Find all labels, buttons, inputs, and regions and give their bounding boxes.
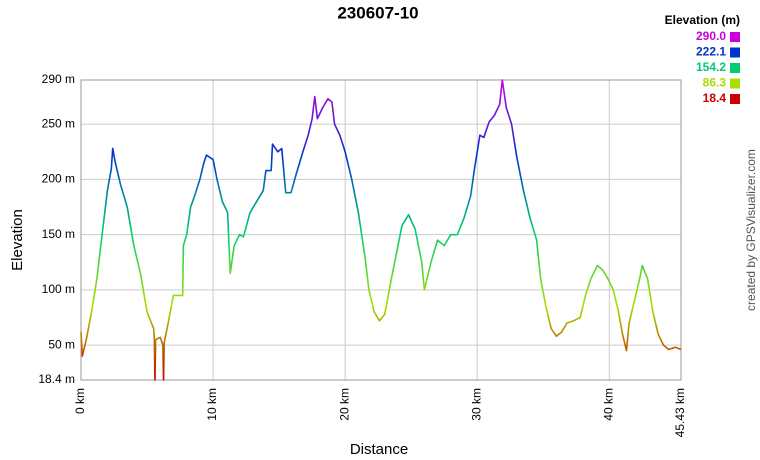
legend-swatch <box>730 47 740 58</box>
y-tick-label: 200 m <box>42 172 75 186</box>
plot-frame <box>80 79 682 381</box>
x-axis-label: Distance <box>350 441 408 458</box>
x-tick-label: 20 km <box>337 388 351 421</box>
legend-title: Elevation (m) <box>665 13 740 27</box>
x-tick-label: 45.43 km <box>673 388 687 437</box>
y-tick-label: 50 m <box>48 337 75 351</box>
legend-label: 290.0 <box>696 29 726 43</box>
y-tick-label: 290 m <box>42 72 75 86</box>
legend-swatch <box>730 32 740 42</box>
legend-label: 86.3 <box>703 76 727 90</box>
y-tick-label: 150 m <box>42 227 75 241</box>
x-tick-label: 30 km <box>469 388 483 421</box>
x-tick-label: 0 km <box>73 388 87 414</box>
legend-swatch <box>730 94 740 104</box>
y-tick-label: 250 m <box>42 116 75 130</box>
y-axis-label: Elevation <box>9 209 26 271</box>
y-tick-label: 18.4 m <box>38 372 75 386</box>
legend-swatch <box>730 63 740 73</box>
credit: created by GPSVisualizer.com <box>744 149 758 311</box>
legend-label: 18.4 <box>703 91 727 105</box>
legend-label: 154.2 <box>696 60 726 74</box>
legend-swatch <box>730 78 740 89</box>
elevation-line <box>80 79 682 381</box>
x-tick-label: 40 km <box>601 388 615 421</box>
legend-label: 222.1 <box>696 45 726 59</box>
chart-title: 230607-10 <box>337 3 418 22</box>
x-tick-label: 10 km <box>205 388 219 421</box>
y-tick-label: 100 m <box>42 282 75 296</box>
